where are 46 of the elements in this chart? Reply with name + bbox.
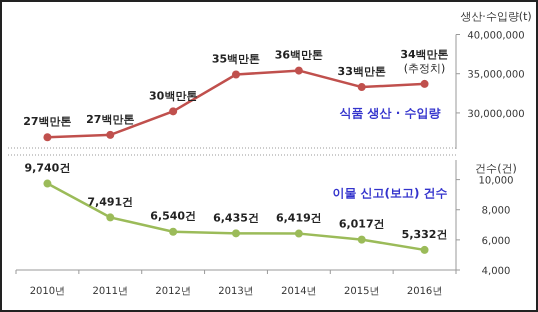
annotation: 27백만톤 <box>86 112 134 126</box>
x-tick-label: 2013년 <box>218 286 254 297</box>
annotation: 식품 생산 · 수입량 <box>339 106 441 120</box>
data-label: 9,740건 <box>24 162 70 175</box>
point <box>43 133 52 142</box>
point <box>106 130 114 139</box>
point <box>232 70 240 78</box>
y-tick-label: 6,000 <box>482 236 510 247</box>
y-tick-label: 30,000,000 <box>467 108 525 120</box>
annotation: 35백만톤 <box>212 52 260 66</box>
annotation: 27백만톤 <box>23 115 72 128</box>
y-axis-title: 건수(건) <box>475 162 517 175</box>
x-tick-label: 2011년 <box>92 286 128 297</box>
annotation: 36백만톤 <box>274 48 324 62</box>
annotation: 33백만톤 <box>338 65 386 78</box>
data-label: 6,017건 <box>338 218 385 231</box>
point <box>169 228 178 236</box>
point <box>232 229 240 238</box>
point <box>294 230 303 238</box>
annotation: 34백만톤 (추정치) <box>400 48 449 75</box>
point <box>420 246 429 254</box>
data-label: 6,435건 <box>213 211 259 224</box>
x-tick-label: 2012년 <box>155 286 191 297</box>
point <box>420 80 429 88</box>
y-tick-label: 40,000,000 <box>467 30 525 42</box>
annotation: 이물 신고(보고) 건수 <box>332 186 448 200</box>
y-axis-title: 생산·수입량(t) <box>460 10 532 23</box>
y-tick-label: 8,000 <box>482 206 510 217</box>
data-label: 7,491건 <box>87 195 134 208</box>
x-tick-label: 2014년 <box>281 286 317 297</box>
x-tick-label: 2010년 <box>30 286 66 297</box>
point <box>358 83 366 92</box>
point <box>294 66 303 75</box>
y-tick-label: 10,000 <box>478 176 514 187</box>
y-tick-label: 4,000 <box>482 266 510 277</box>
point <box>43 180 52 188</box>
annotation: 30백만톤 <box>148 89 198 102</box>
point <box>169 107 178 116</box>
y-tick-label: 35,000,000 <box>467 70 525 81</box>
x-tick-label: 2016년 <box>406 286 442 297</box>
point <box>106 213 114 222</box>
x-tick-label: 2015년 <box>344 286 380 297</box>
data-label: 6,540건 <box>150 210 196 223</box>
data-label: 6,419건 <box>276 212 322 225</box>
data-label: 5,332건 <box>402 228 448 241</box>
point <box>358 236 366 244</box>
